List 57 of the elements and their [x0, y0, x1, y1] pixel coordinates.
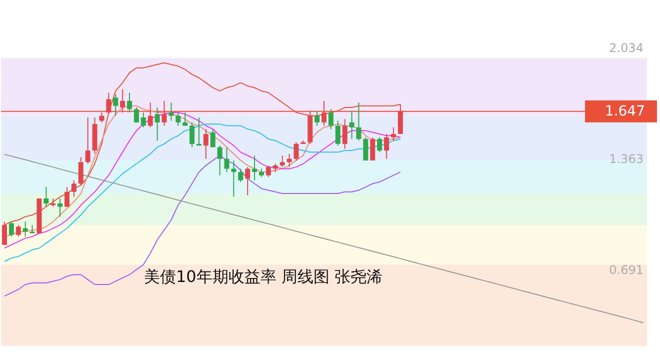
y-tick-label: 1.363: [609, 152, 644, 166]
candlestick: [314, 110, 320, 126]
candlestick: [322, 100, 326, 126]
candlestick: [58, 198, 63, 218]
candlestick: [148, 102, 153, 128]
candlestick: [363, 136, 368, 161]
candlestick: [113, 94, 118, 116]
candlestick: [140, 112, 146, 128]
candlestick: [168, 102, 174, 122]
candlestick: [224, 146, 230, 173]
candlestick: [71, 180, 76, 198]
candlestick: [127, 92, 132, 113]
candlestick: [398, 104, 403, 134]
candlestick: [2, 221, 7, 246]
y-tick-label: 2.034: [609, 40, 644, 55]
candlestick: [16, 224, 21, 238]
candlestick: [120, 88, 126, 113]
candlestick: [106, 92, 112, 115]
line-series: [4, 154, 644, 324]
candlestick: [162, 100, 167, 126]
candlestick: [294, 142, 299, 161]
candlestick: [8, 221, 14, 238]
candlestick: [349, 110, 354, 140]
y-tick-label: 0.691: [609, 262, 644, 277]
candlestick: [377, 136, 382, 153]
candlestick: [342, 118, 348, 150]
candlestick: [231, 160, 236, 198]
annotation: 美债10年期收益率 周线图 张尧浠: [144, 267, 383, 286]
candlestick: [203, 128, 208, 160]
candlestick: [44, 186, 49, 208]
candlestick: [78, 156, 84, 186]
candlestick: [280, 154, 285, 168]
candlestick: [245, 166, 250, 196]
candlestick: [196, 116, 202, 146]
candlestick: [190, 122, 195, 148]
candlestick: [390, 126, 396, 142]
candlestick: [210, 128, 216, 148]
candlestick: [134, 107, 139, 123]
candlestick: [252, 154, 258, 181]
candlestick: [238, 168, 244, 182]
candlestick: [85, 116, 90, 164]
candlestick: [176, 112, 181, 126]
candlestick: [335, 120, 340, 146]
candlestick: [182, 112, 188, 126]
candlestick: [99, 112, 104, 123]
candlestick: [64, 186, 70, 208]
candlestick: [22, 221, 28, 238]
candlestick: [384, 133, 390, 160]
candlestick: [154, 107, 160, 142]
candlestick: [328, 108, 334, 130]
line-series: [4, 124, 401, 262]
candlestick: [286, 153, 292, 168]
candlestick: [370, 136, 376, 161]
candlestick: [266, 164, 271, 178]
candlestick: [217, 145, 222, 176]
ref-line-label: 1.647: [604, 103, 645, 120]
candlestick: [356, 102, 362, 142]
